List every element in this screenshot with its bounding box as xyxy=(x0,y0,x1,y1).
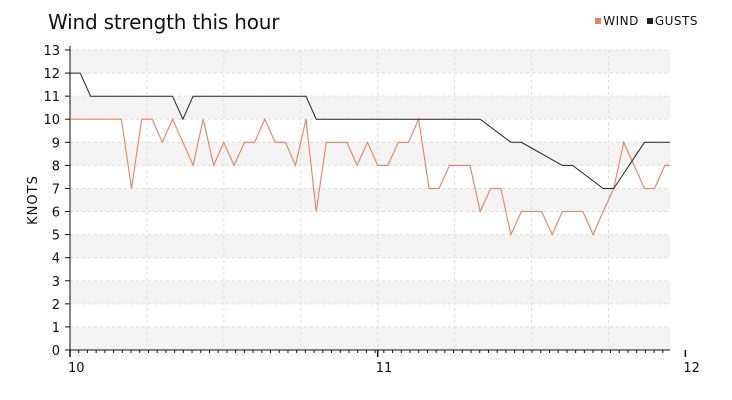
grid-band xyxy=(70,280,670,304)
grid-band xyxy=(70,50,670,74)
chart-legend: WIND GUSTS xyxy=(595,14,698,28)
grid-band xyxy=(70,234,670,258)
y-tick-label: 9 xyxy=(52,136,60,151)
y-tick-label: 13 xyxy=(43,44,60,59)
y-tick-label: 6 xyxy=(52,206,60,221)
x-tick-label: 10 xyxy=(68,361,85,376)
y-tick-label: 4 xyxy=(52,252,60,267)
grid-band xyxy=(70,96,670,120)
y-tick-label: 10 xyxy=(43,113,60,128)
grid-band xyxy=(70,142,670,166)
grid-band xyxy=(70,188,670,212)
legend-swatch-wind xyxy=(595,18,602,24)
legend-label-wind: WIND xyxy=(603,14,639,28)
y-tick-label: 5 xyxy=(52,229,60,244)
grid-band xyxy=(70,326,670,350)
y-tick-label: 3 xyxy=(52,275,60,290)
y-tick-label: 12 xyxy=(43,67,60,82)
y-tick-label: 0 xyxy=(52,344,60,359)
y-tick-label: 11 xyxy=(43,90,60,105)
legend-item-gusts: GUSTS xyxy=(646,14,698,28)
legend-swatch-gusts xyxy=(646,18,653,24)
series-line-wind xyxy=(70,117,670,237)
y-tick-label: 7 xyxy=(52,182,60,197)
y-tick-label: 1 xyxy=(52,321,60,336)
series-line-gusts xyxy=(70,72,670,189)
y-tick-label: 2 xyxy=(52,298,60,313)
legend-label-gusts: GUSTS xyxy=(654,14,698,28)
y-tick-label: 8 xyxy=(52,159,60,174)
x-tick-label: 12 xyxy=(683,361,700,376)
x-tick-label: 11 xyxy=(376,361,393,376)
legend-item-wind: WIND xyxy=(595,14,639,28)
y-axis-label: KNOTS xyxy=(26,175,41,225)
chart-title: Wind strength this hour xyxy=(48,10,280,34)
